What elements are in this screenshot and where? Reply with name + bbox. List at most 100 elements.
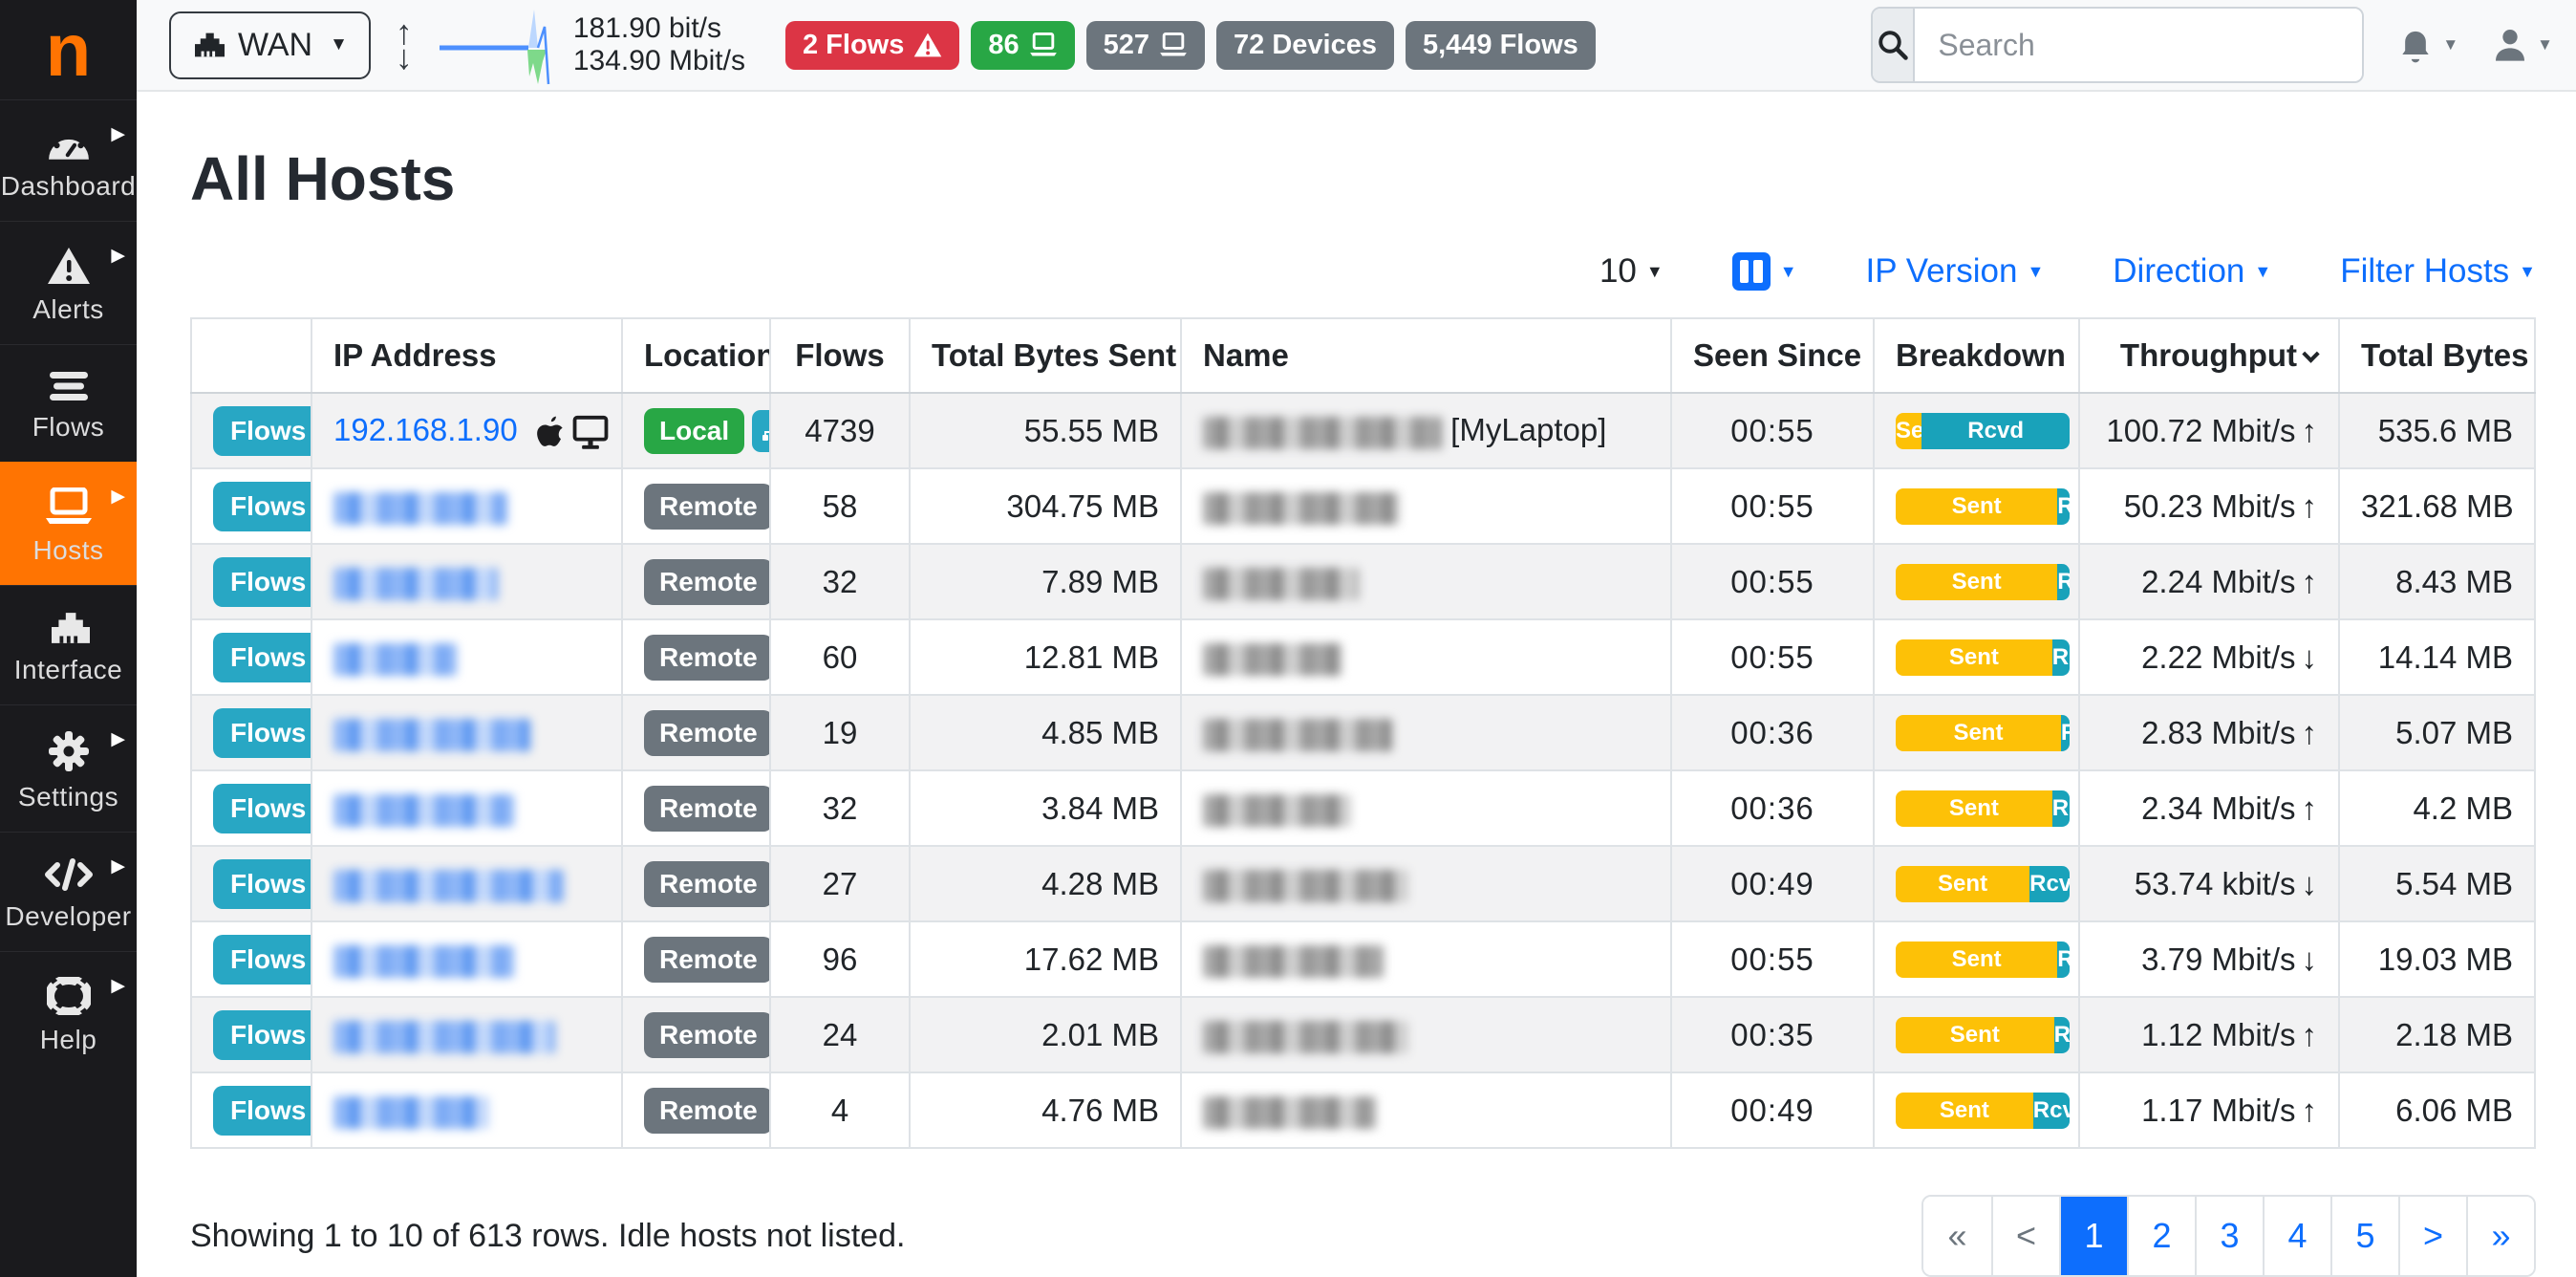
col-header-name[interactable]: Name — [1180, 317, 1672, 394]
redacted-ip-link[interactable] — [333, 567, 498, 600]
filter-hosts-dropdown[interactable]: Filter Hosts ▼ — [2340, 252, 2536, 290]
chevron-right-icon: ▶ — [111, 976, 125, 996]
seen-since: 00:36 — [1670, 770, 1875, 847]
flows-count-badge[interactable]: 5,449 Flows — [1405, 20, 1596, 70]
bytes-sent: 4.28 MB — [909, 846, 1182, 922]
page-button-1[interactable]: 1 — [2059, 1197, 2127, 1275]
breakdown-bar: SentRcvd — [1896, 412, 2070, 449]
col-header-flows[interactable]: Flows — [769, 317, 911, 394]
breakdown-bar: SentRcvd — [1896, 790, 2070, 827]
host-ip-link[interactable]: 192.168.1.90 — [333, 411, 518, 447]
notifications-menu[interactable]: ▼ — [2396, 25, 2458, 65]
flows-button[interactable]: Flows — [213, 556, 310, 607]
direction-filter[interactable]: Direction ▼ — [2113, 252, 2272, 290]
bytes-sent: 4.76 MB — [909, 1072, 1182, 1149]
col-header-seen-since[interactable]: Seen Since — [1670, 317, 1875, 394]
redacted-name — [1203, 718, 1392, 751]
prev-page-button[interactable]: < — [1991, 1197, 2059, 1275]
columns-icon — [1731, 252, 1771, 291]
redacted-ip-link[interactable] — [333, 491, 507, 525]
direction-arrow: ↑ — [2301, 714, 2318, 750]
direction-arrow: ↓ — [2301, 638, 2318, 675]
bytes-sent: 17.62 MB — [909, 921, 1182, 998]
interface-selector-button[interactable]: WAN ▼ — [169, 11, 371, 79]
total-hosts-badge[interactable]: 527 — [1085, 20, 1205, 70]
redacted-ip-link[interactable] — [333, 1095, 489, 1129]
active-hosts-badge[interactable]: 86 — [971, 20, 1075, 70]
columns-dropdown[interactable]: ▼ — [1731, 252, 1797, 291]
bytes-sent: 4.85 MB — [909, 695, 1182, 771]
chevron-down-icon: ▼ — [330, 34, 348, 54]
flows-button[interactable]: Flows — [213, 405, 310, 456]
col-header-total-bytes[interactable]: Total Bytes — [2338, 317, 2536, 394]
sidebar-item-help[interactable]: ▶ Help — [0, 951, 137, 1074]
col-header-ip[interactable]: IP Address — [311, 317, 623, 394]
ethernet-icon — [195, 32, 225, 57]
devices-badge[interactable]: 72 Devices — [1216, 20, 1394, 70]
page-button-5[interactable]: 5 — [2330, 1197, 2398, 1275]
flows-button[interactable]: Flows — [213, 858, 310, 909]
seen-since: 00:55 — [1670, 619, 1875, 696]
host-row: Flows Remote 19 4.85 MB 00:36 SentRcvd 2… — [190, 695, 2536, 771]
flows-button[interactable]: Flows — [213, 934, 310, 985]
sidebar-item-alerts[interactable]: ▶ Alerts — [0, 221, 137, 344]
alerted-flows-badge[interactable]: 2 Flows — [784, 20, 960, 70]
sidebar-item-label: Help — [39, 1025, 97, 1054]
col-header-location[interactable]: Location — [621, 317, 771, 394]
host-row: Flows Remote 24 2.01 MB 00:35 SentRcvd 1… — [190, 997, 2536, 1073]
redacted-ip-link[interactable] — [333, 1020, 555, 1053]
sidebar-item-settings[interactable]: ▶ Settings — [0, 704, 137, 832]
sidebar-item-interface[interactable]: Interface — [0, 585, 137, 704]
total-bytes: 6.06 MB — [2338, 1072, 2536, 1149]
chevron-right-icon: ▶ — [111, 487, 125, 507]
total-bytes: 4.2 MB — [2338, 770, 2536, 847]
location-badge: Remote — [644, 860, 768, 907]
col-header-actions — [190, 317, 312, 394]
page-size-dropdown[interactable]: 10 ▼ — [1599, 252, 1664, 290]
page-button-3[interactable]: 3 — [2195, 1197, 2263, 1275]
flows-button[interactable]: Flows — [213, 1009, 310, 1060]
sidebar-item-label: Dashboard — [0, 171, 137, 201]
total-bytes: 2.18 MB — [2338, 997, 2536, 1073]
sidebar-item-dashboard[interactable]: ▶ Dashboard — [0, 99, 137, 221]
redacted-ip-link[interactable] — [333, 944, 514, 978]
user-menu[interactable]: ▼ — [2491, 25, 2553, 65]
apple-icon — [536, 416, 563, 447]
page-button-4[interactable]: 4 — [2263, 1197, 2330, 1275]
ntopng-logo[interactable]: n — [45, 8, 92, 92]
flows-count: 60 — [769, 619, 911, 696]
breakdown-bar: SentRcvd — [1896, 714, 2070, 751]
sort-desc-icon — [2302, 345, 2320, 363]
flows-button[interactable]: Flows — [213, 707, 310, 758]
next-page-button[interactable]: > — [2398, 1197, 2466, 1275]
seen-since: 00:55 — [1670, 544, 1875, 620]
flows-button[interactable]: Flows — [213, 1085, 310, 1136]
first-page-button[interactable]: « — [1923, 1197, 1991, 1275]
page-button-2[interactable]: 2 — [2127, 1197, 2195, 1275]
redacted-ip-link[interactable] — [333, 869, 564, 902]
redacted-name — [1203, 642, 1342, 676]
ip-version-filter[interactable]: IP Version ▼ — [1865, 252, 2045, 290]
network-icon[interactable] — [752, 409, 768, 452]
col-header-bytes-sent[interactable]: Total Bytes Sent — [909, 317, 1182, 394]
direction-arrow: ↑ — [2301, 1092, 2318, 1128]
redacted-ip-link[interactable] — [333, 642, 457, 676]
flows-button[interactable]: Flows — [213, 783, 310, 833]
host-row: Flows Remote 27 4.28 MB 00:49 SentRcvd 5… — [190, 846, 2536, 922]
direction-arrow: ↑ — [2301, 487, 2318, 524]
throughput-value: 1.12 Mbit/s — [2141, 1016, 2296, 1052]
last-page-button[interactable]: » — [2466, 1197, 2534, 1275]
sidebar-item-label: Developer — [5, 901, 132, 931]
search-input[interactable] — [1915, 9, 2363, 81]
sidebar-item-flows[interactable]: Flows — [0, 344, 137, 462]
redacted-ip-link[interactable] — [333, 793, 514, 827]
direction-arrow: ↑ — [2301, 563, 2318, 599]
sidebar-item-hosts[interactable]: ▶ Hosts — [0, 462, 137, 585]
host-row: Flows Remote 4 4.76 MB 00:49 SentRcvd 1.… — [190, 1072, 2536, 1149]
sidebar-item-developer[interactable]: ▶ Developer — [0, 832, 137, 951]
col-header-throughput[interactable]: Throughput — [2078, 317, 2340, 394]
redacted-ip-link[interactable] — [333, 718, 530, 751]
flows-button[interactable]: Flows — [213, 481, 310, 531]
flows-button[interactable]: Flows — [213, 632, 310, 682]
breakdown-bar: SentRcvd — [1896, 563, 2070, 600]
